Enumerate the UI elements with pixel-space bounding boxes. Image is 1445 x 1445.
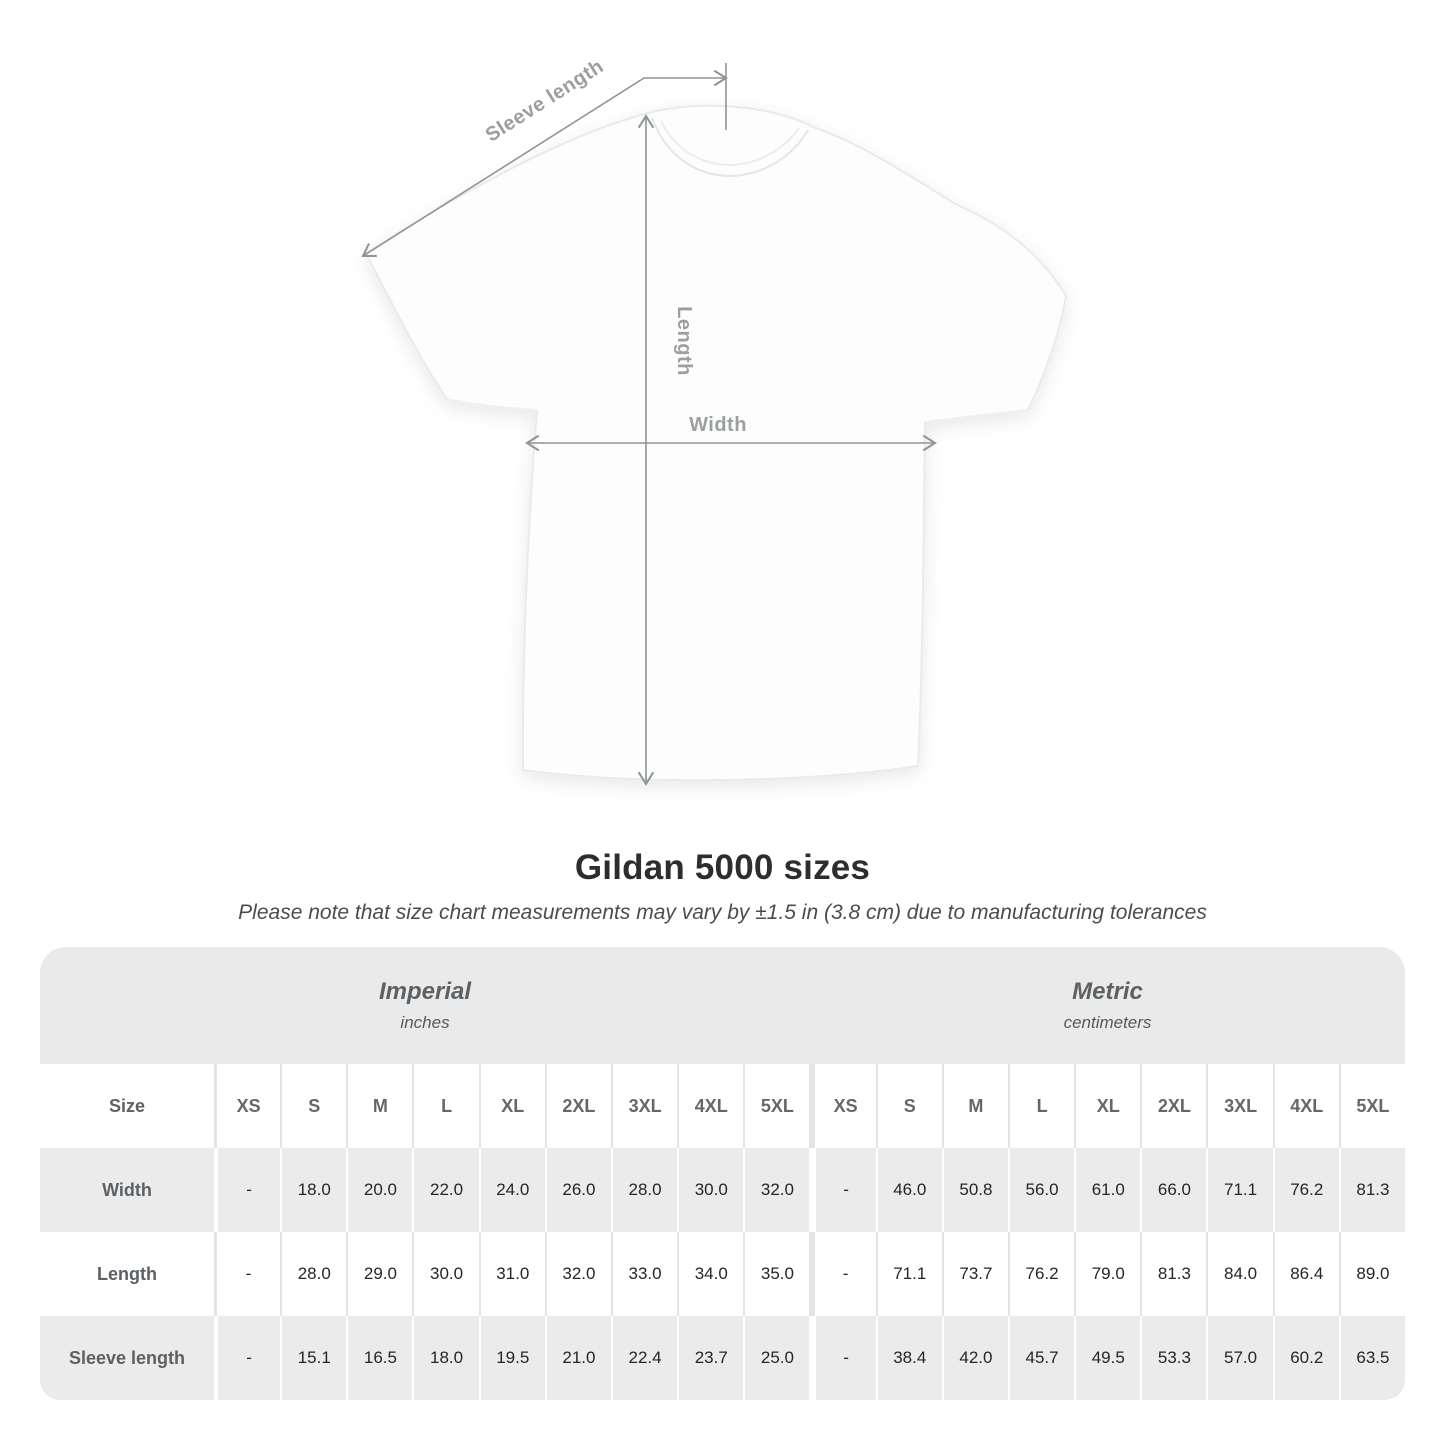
table-cell: 76.2 — [1007, 1232, 1074, 1316]
table-cell: 60.2 — [1272, 1316, 1339, 1400]
imperial-unit: inches — [400, 1013, 450, 1032]
size-col-metric-m: M — [941, 1064, 1008, 1148]
table-cell: 24.0 — [478, 1148, 545, 1232]
length-label: Length — [673, 306, 695, 376]
table-cell: 42.0 — [941, 1316, 1008, 1400]
sleeve-row-label: Sleeve length — [68, 1347, 186, 1368]
table-cell: 34.0 — [677, 1232, 743, 1316]
table-cell: 84.0 — [1206, 1232, 1272, 1316]
table-cell: - — [809, 1148, 875, 1232]
tshirt-measurement-diagram: Sleeve length Length Width — [361, 55, 1067, 786]
unit-header-band: Imperial inches Metric centimeters — [40, 947, 1405, 1064]
width-row-label: Width — [102, 1179, 152, 1200]
length-row-label: Length — [97, 1263, 157, 1284]
table-cell: 31.0 — [478, 1232, 545, 1316]
size-col-metric-2xl: 2XL — [1140, 1064, 1206, 1148]
size-col-imperial-5xl: 5XL — [743, 1064, 809, 1148]
table-cell: 89.0 — [1338, 1232, 1405, 1316]
table-cell: 63.5 — [1338, 1316, 1405, 1400]
table-cell: 66.0 — [1140, 1148, 1206, 1232]
imperial-title: Imperial — [378, 978, 472, 1005]
table-cell: 18.0 — [280, 1148, 346, 1232]
width-row: Width - 18.0 20.0 22.0 24.0 26.0 28.0 30… — [40, 1148, 1405, 1232]
table-cell: 28.0 — [610, 1148, 677, 1232]
table-cell: 30.0 — [677, 1148, 743, 1232]
size-col-metric-5xl: 5XL — [1338, 1064, 1405, 1148]
metric-title: Metric — [1072, 978, 1143, 1005]
metric-unit: centimeters — [1063, 1013, 1152, 1032]
table-cell: - — [214, 1316, 280, 1400]
size-col-metric-3xl: 3XL — [1206, 1064, 1272, 1148]
table-cell: - — [214, 1232, 280, 1316]
size-col-metric-l: L — [1007, 1064, 1074, 1148]
table-cell: 73.7 — [941, 1232, 1008, 1316]
size-col-metric-s: S — [875, 1064, 942, 1148]
table-cell: 81.3 — [1140, 1232, 1206, 1316]
size-header-cell: Size — [108, 1095, 146, 1116]
table-cell: 25.0 — [743, 1316, 809, 1400]
table-cell: 20.0 — [346, 1148, 412, 1232]
table-cell: 28.0 — [280, 1232, 346, 1316]
table-cell: - — [214, 1148, 280, 1232]
table-cell: - — [809, 1232, 875, 1316]
length-row: Length - 28.0 29.0 30.0 31.0 32.0 33.0 3… — [40, 1232, 1405, 1316]
size-table: Imperial inches Metric centimeters Size … — [40, 947, 1405, 1400]
size-col-imperial-xl: XL — [478, 1064, 545, 1148]
imperial-section-header: Imperial inches — [40, 947, 810, 1064]
table-cell: 76.2 — [1272, 1148, 1339, 1232]
table-cell: 56.0 — [1007, 1148, 1074, 1232]
table-cell: - — [809, 1316, 875, 1400]
table-cell: 46.0 — [875, 1148, 942, 1232]
table-cell: 22.4 — [610, 1316, 677, 1400]
table-cell: 18.0 — [412, 1316, 478, 1400]
size-col-imperial-m: M — [346, 1064, 412, 1148]
page-title: Gildan 5000 sizes — [574, 848, 871, 887]
size-header-row: Size XS S M L XL 2XL 3XL 4XL 5XL XS S M … — [40, 1064, 1405, 1148]
sleeve-length-arrow — [361, 69, 728, 258]
size-col-imperial-l: L — [412, 1064, 478, 1148]
table-cell: 53.3 — [1140, 1316, 1206, 1400]
size-col-imperial-4xl: 4XL — [677, 1064, 743, 1148]
table-cell: 32.0 — [743, 1148, 809, 1232]
table-cell: 26.0 — [544, 1148, 611, 1232]
table-cell: 61.0 — [1074, 1148, 1140, 1232]
table-cell: 33.0 — [610, 1232, 677, 1316]
size-col-metric-4xl: 4XL — [1272, 1064, 1339, 1148]
metric-section-header: Metric centimeters — [810, 947, 1405, 1064]
table-cell: 50.8 — [941, 1148, 1008, 1232]
table-cell: 29.0 — [346, 1232, 412, 1316]
table-cell: 38.4 — [875, 1316, 942, 1400]
table-cell: 16.5 — [346, 1316, 412, 1400]
tolerance-note: Please note that size chart measurements… — [238, 901, 1207, 924]
size-col-imperial-3xl: 3XL — [610, 1064, 677, 1148]
table-cell: 45.7 — [1007, 1316, 1074, 1400]
table-cell: 15.1 — [280, 1316, 346, 1400]
table-cell: 79.0 — [1074, 1232, 1140, 1316]
size-col-metric-xl: XL — [1074, 1064, 1140, 1148]
size-col-imperial-2xl: 2XL — [544, 1064, 611, 1148]
sleeve-length-row: Sleeve length - 15.1 16.5 18.0 19.5 21.0… — [40, 1316, 1405, 1400]
table-cell: 71.1 — [1206, 1148, 1272, 1232]
table-cell: 19.5 — [478, 1316, 545, 1400]
table-cell: 35.0 — [743, 1232, 809, 1316]
table-cell: 32.0 — [544, 1232, 611, 1316]
size-col-imperial-xs: XS — [214, 1064, 280, 1148]
table-cell: 21.0 — [544, 1316, 611, 1400]
size-col-metric-xs: XS — [809, 1064, 875, 1148]
table-cell: 81.3 — [1338, 1148, 1405, 1232]
table-cell: 57.0 — [1206, 1316, 1272, 1400]
table-cell: 30.0 — [412, 1232, 478, 1316]
table-cell: 86.4 — [1272, 1232, 1339, 1316]
width-label: Width — [689, 414, 747, 436]
table-cell: 49.5 — [1074, 1316, 1140, 1400]
table-cell: 22.0 — [412, 1148, 478, 1232]
table-cell: 71.1 — [875, 1232, 942, 1316]
size-col-imperial-s: S — [280, 1064, 346, 1148]
table-cell: 23.7 — [677, 1316, 743, 1400]
